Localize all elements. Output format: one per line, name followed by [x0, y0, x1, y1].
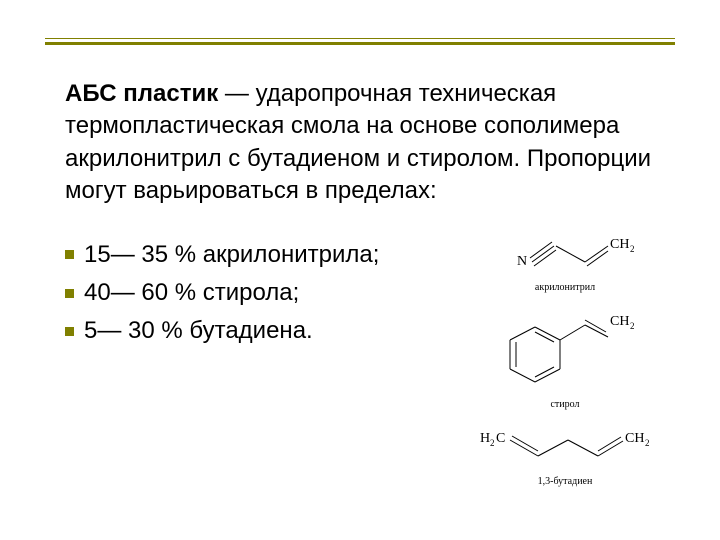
rule-thin	[45, 38, 675, 39]
heading-paragraph: АБС пластик — ударопрочная техническая т…	[65, 78, 670, 208]
list-item-text: 40— 60 % стирола;	[84, 274, 299, 312]
svg-text:2: 2	[645, 438, 650, 448]
list-item-text: 5— 30 % бутадиена.	[84, 312, 313, 350]
svg-text:CH: CH	[610, 314, 629, 329]
svg-text:2: 2	[630, 321, 635, 331]
molecule-diagrams: NCH2акрилонитрилCH2стиролH2CCH21,3-бутад…	[470, 230, 660, 501]
molecule: CH2 стирол	[470, 307, 660, 410]
molecule-label: стирол	[470, 399, 660, 410]
square-bullet-icon	[65, 289, 74, 298]
svg-text:N: N	[517, 254, 527, 269]
svg-text:2: 2	[490, 438, 495, 448]
molecule: N CH2 акрилонитрил	[470, 230, 660, 293]
svg-text:C: C	[496, 431, 505, 446]
svg-text:2: 2	[630, 244, 635, 254]
square-bullet-icon	[65, 250, 74, 259]
rule-thick	[45, 42, 675, 45]
svg-text:CH: CH	[625, 431, 644, 446]
molecule-svg: H2CCH2	[470, 424, 660, 474]
svg-text:H: H	[480, 431, 490, 446]
heading-strong: АБС пластик	[65, 80, 218, 107]
molecule-label: акрилонитрил	[470, 282, 660, 293]
molecule-label: 1,3-бутадиен	[470, 476, 660, 487]
list-item-text: 15— 35 % акрилонитрила;	[84, 236, 379, 274]
molecule: H2CCH21,3-бутадиен	[470, 424, 660, 487]
molecule-svg: N CH2	[490, 230, 640, 280]
molecule-svg: CH2	[480, 307, 650, 397]
square-bullet-icon	[65, 327, 74, 336]
svg-text:CH: CH	[610, 237, 629, 252]
